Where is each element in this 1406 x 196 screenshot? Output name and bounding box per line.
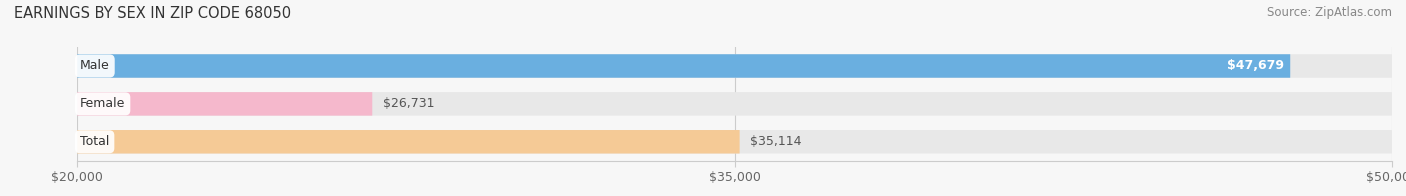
FancyBboxPatch shape — [77, 54, 1291, 78]
Text: Total: Total — [80, 135, 110, 148]
FancyBboxPatch shape — [77, 130, 1392, 153]
FancyBboxPatch shape — [77, 130, 740, 153]
FancyBboxPatch shape — [77, 92, 1392, 116]
Text: $26,731: $26,731 — [382, 97, 434, 110]
Text: EARNINGS BY SEX IN ZIP CODE 68050: EARNINGS BY SEX IN ZIP CODE 68050 — [14, 6, 291, 21]
Text: Male: Male — [80, 60, 110, 73]
Text: $47,679: $47,679 — [1226, 60, 1284, 73]
Text: $35,114: $35,114 — [751, 135, 801, 148]
FancyBboxPatch shape — [77, 92, 373, 116]
FancyBboxPatch shape — [77, 54, 1392, 78]
Text: Female: Female — [80, 97, 125, 110]
Text: Source: ZipAtlas.com: Source: ZipAtlas.com — [1267, 6, 1392, 19]
